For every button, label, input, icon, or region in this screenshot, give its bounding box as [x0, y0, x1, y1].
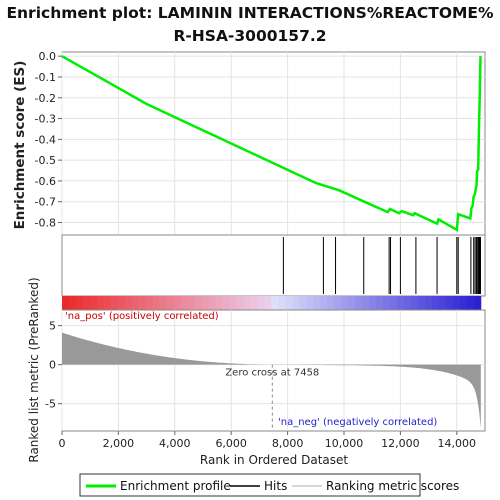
color-bar-segment [425, 296, 432, 310]
x-tick-label: 0 [59, 437, 66, 450]
es-axis-label: Enrichment score (ES) [12, 61, 28, 230]
es-tick-label: -0.7 [35, 196, 56, 209]
es-tick-label: -0.4 [35, 133, 56, 146]
color-bar-segment [313, 296, 320, 310]
color-bar-segment [411, 296, 418, 310]
color-bar-segment [306, 296, 313, 310]
color-bar-segment [236, 296, 243, 310]
x-tick-label: 12,000 [381, 437, 420, 450]
es-panel: 0.0 -0.1 -0.2 -0.3 -0.4 -0.5 -0.6 -0.7 -0.8 Enri… [12, 50, 485, 235]
legend-enrichment-profile: Enrichment profile [120, 479, 231, 493]
color-bar-segment [97, 296, 104, 310]
es-tick-label: -0.6 [35, 175, 56, 188]
color-bar-segment [285, 296, 292, 310]
color-bar-segment [418, 296, 425, 310]
es-panel-frame [62, 52, 485, 235]
color-bar-segment [467, 296, 474, 310]
color-bar-segment [271, 296, 278, 310]
color-bar-segment [404, 296, 411, 310]
color-bar-segment [460, 296, 467, 310]
color-bar-segment [83, 296, 90, 310]
es-tick-label: -0.8 [35, 217, 56, 230]
color-bar-segment [446, 296, 453, 310]
color-bar-segment [62, 296, 69, 310]
x-tick-label: 10,000 [325, 437, 364, 450]
color-bar-segment [292, 296, 299, 310]
color-bar-segment [174, 296, 181, 310]
color-bar-segment [474, 296, 481, 310]
color-bar-segment [390, 296, 397, 310]
color-bar-segment [432, 296, 439, 310]
color-bar-segment [104, 296, 111, 310]
rank-tick-label: 0 [49, 359, 56, 372]
color-bar-segment [334, 296, 341, 310]
color-bar-segment [69, 296, 76, 310]
color-bar-segment [167, 296, 174, 310]
neg-label: 'na_neg' (negatively correlated) [278, 417, 437, 428]
hits-panel [62, 235, 485, 296]
color-bar-segment [341, 296, 348, 310]
hits-panel-frame [62, 235, 485, 296]
color-bar-segment [216, 296, 223, 310]
color-bar-segment [257, 296, 264, 310]
color-bar-segment [118, 296, 125, 310]
zero-cross-label: Zero cross at 7458 [225, 368, 319, 379]
es-tick-label: -0.3 [35, 113, 56, 126]
rank-y-axis-label: Ranked list metric (PreRanked) [27, 277, 41, 462]
color-bar-segment [348, 296, 355, 310]
x-tick-label: 8,000 [272, 437, 304, 450]
color-bar-segment [153, 296, 160, 310]
color-bar-segment [202, 296, 209, 310]
color-bar-segment [278, 296, 285, 310]
x-tick-label: 2,000 [103, 437, 135, 450]
color-bar-segment [397, 296, 404, 310]
color-bar-segment [139, 296, 146, 310]
chart-title-line1: Enrichment plot: LAMININ INTERACTIONS%RE… [6, 4, 494, 22]
legend-hits: Hits [264, 479, 287, 493]
x-tick-label: 14,000 [438, 437, 477, 450]
es-tick-label: 0.0 [39, 50, 57, 63]
color-bar-segment [132, 296, 139, 310]
color-bar-segment [209, 296, 216, 310]
x-tick-label: 6,000 [215, 437, 247, 450]
rank-tick-label: 5 [49, 320, 56, 333]
color-bar-segment [439, 296, 446, 310]
color-bar-segment [230, 296, 237, 310]
color-bar-segment [362, 296, 369, 310]
color-bar-segment [90, 296, 97, 310]
es-tick-label: -0.5 [35, 154, 56, 167]
x-tick-label: 4,000 [159, 437, 191, 450]
color-bar-segment [369, 296, 376, 310]
legend: Enrichment profile Hits Ranking metric s… [80, 474, 459, 496]
es-tick-label: -0.2 [35, 92, 56, 105]
color-bar-segment [243, 296, 250, 310]
chart-title-line2: R-HSA-3000157.2 [173, 27, 326, 45]
color-bar-segment [160, 296, 167, 310]
color-bar-segment [376, 296, 383, 310]
color-bar-segment [383, 296, 390, 310]
color-bar-segment [111, 296, 118, 310]
es-tick-label: -0.1 [35, 71, 56, 84]
color-bar-segment [125, 296, 132, 310]
color-bar-segment [299, 296, 306, 310]
color-bar-segment [264, 296, 271, 310]
color-bar-segment [146, 296, 153, 310]
legend-ranking-metric: Ranking metric scores [326, 479, 459, 493]
color-bar-segment [320, 296, 327, 310]
color-bar-segment [355, 296, 362, 310]
rank-color-bar [62, 296, 481, 310]
color-bar-segment [195, 296, 202, 310]
color-bar-segment [250, 296, 257, 310]
color-bar-segment [223, 296, 230, 310]
color-bar-segment [188, 296, 195, 310]
rank-tick-label: -5 [45, 398, 56, 411]
color-bar-segment [76, 296, 83, 310]
color-bar-segment [453, 296, 460, 310]
rank-x-axis-label: Rank in Ordered Dataset [200, 453, 348, 467]
pos-label: 'na_pos' (positively correlated) [65, 311, 219, 322]
color-bar-segment [181, 296, 188, 310]
color-bar-segment [327, 296, 334, 310]
